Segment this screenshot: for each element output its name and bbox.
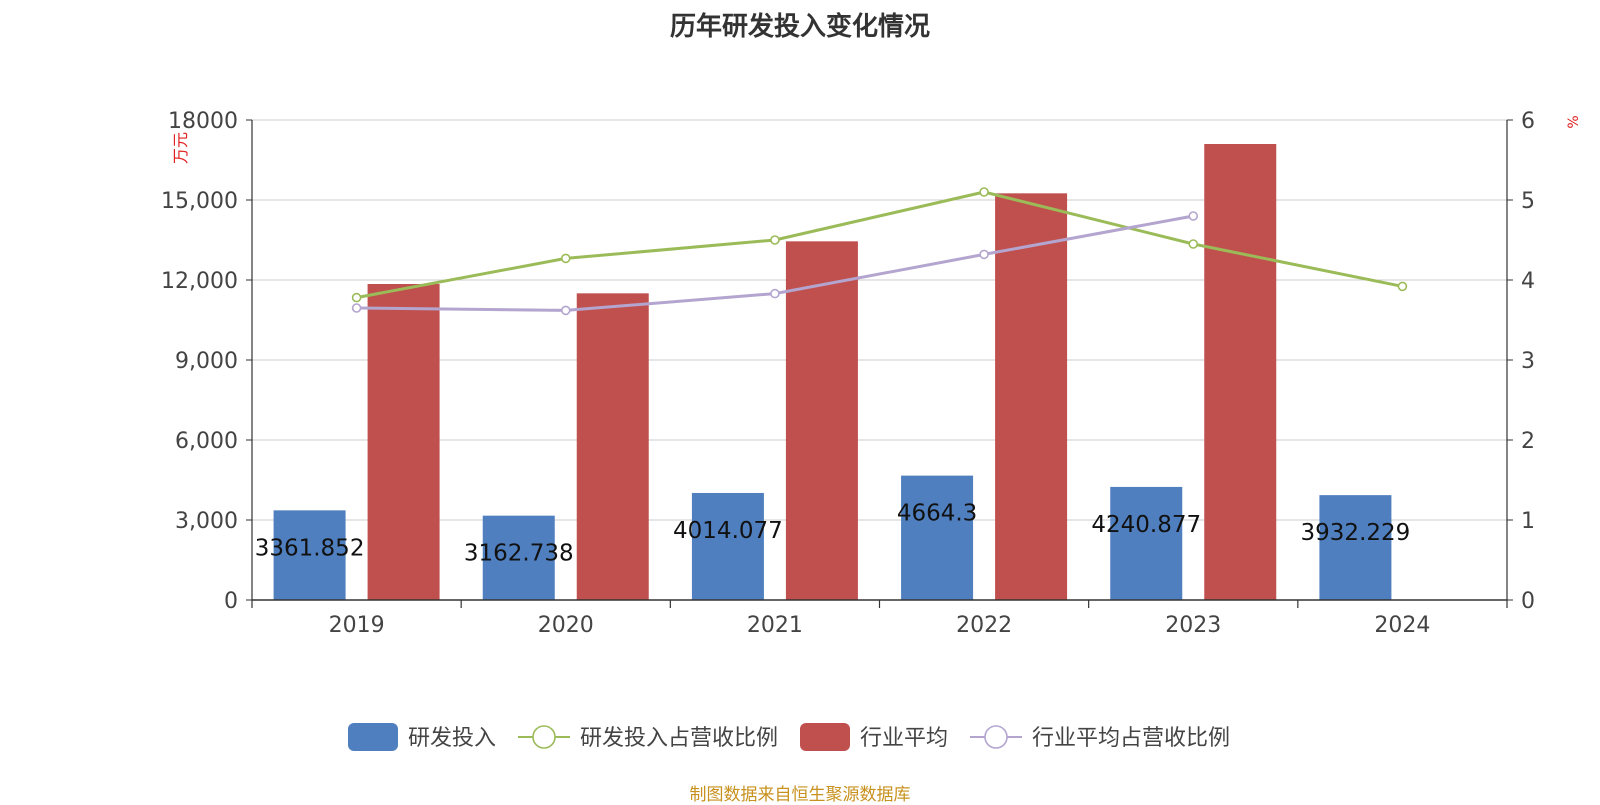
x-axis-tick-label: 2022 [956,613,1012,638]
bar-industry [995,193,1068,601]
x-axis-tick-label: 2021 [747,613,803,638]
x-axis-tick-label: 2024 [1374,613,1430,638]
right-axis-tick-label: 6 [1521,109,1535,134]
line-point [1188,211,1199,221]
line-point [1188,239,1199,249]
bar-layer [273,144,1392,601]
bar-industry [785,241,858,601]
legend-bar-swatch [800,723,850,751]
bar-rd [691,492,764,600]
x-axis-tick-label: 2019 [329,613,385,638]
bar-industry [367,284,440,600]
legend-label: 研发投入占营收比例 [580,726,778,751]
legend-item-1[interactable]: 研发投入占营收比例 [518,725,778,751]
right-axis-unit: % [1566,115,1582,128]
bar-industry [1204,144,1277,600]
legend-item-3[interactable]: 行业平均占营收比例 [970,725,1230,751]
line-point [979,187,989,197]
right-axis-tick-label: 1 [1521,509,1535,534]
line-point [560,305,571,316]
bar-industry [576,293,649,600]
legend-label: 行业平均 [860,726,948,751]
right-axis-tick-label: 4 [1521,269,1535,294]
legend-bar-swatch [348,723,398,751]
right-axis-tick-label: 2 [1521,429,1535,454]
axes: 0 3,000 6,000 9,000 12,000 15,000 18000 0 1 2 3 4 5 6… [161,109,1535,638]
left-axis-tick-label: 9,000 [175,349,238,374]
legend-item-2[interactable]: 行业平均 [800,723,948,751]
line-point [770,235,780,245]
x-axis-tick-label: 2020 [538,613,594,638]
data-labels: 3361.852 3162.738 4014.077 4664.3 4240.877 39… [255,501,1411,567]
right-axis-tick-label: 5 [1521,189,1535,214]
line-point [770,288,780,299]
bar-rd [273,510,346,600]
line-point [560,253,571,264]
grid-lines [252,119,1507,521]
x-axis-tick-label: 2023 [1165,613,1221,638]
bar-rd [901,475,974,600]
chart-title: 历年研发投入变化情况 [669,12,930,42]
left-axis-tick-label: 18000 [168,109,238,134]
data-source-note: 制图数据来自恒生聚源数据库 [689,785,911,805]
line-point [351,292,362,303]
legend-label: 行业平均占营收比例 [1032,726,1230,751]
left-axis-tick-label: 0 [224,589,238,614]
right-axis-tick-label: 0 [1521,589,1535,614]
line-point [351,303,362,313]
legend-item-0[interactable]: 研发投入 [348,723,496,751]
left-axis-tick-label: 6,000 [175,429,238,454]
left-axis-tick-label: 3,000 [175,509,238,534]
bar-rd [1319,495,1392,600]
line-point [979,249,989,260]
bar-rd [1110,486,1183,600]
bar-rd [482,515,555,600]
bar-data-label: 4240.877 [1091,512,1201,538]
legend[interactable]: 研发投入 研发投入占营收比例 行业平均 行业平均占营收比例 [348,723,1230,751]
bar-data-label: 3932.229 [1301,520,1411,546]
legend-label: 研发投入 [408,726,496,751]
left-axis-tick-label: 12,000 [161,269,238,294]
line-point [1397,281,1408,292]
left-axis-tick-label: 15,000 [161,189,238,214]
bar-data-label: 3361.852 [255,535,365,561]
line-series-0 [356,190,1403,300]
bar-data-label: 3162.738 [464,541,574,567]
line-layer [351,187,1408,316]
legend-line-marker [532,725,556,749]
legend-line-marker [984,725,1008,749]
bar-data-label: 4014.077 [673,518,783,544]
right-axis-tick-label: 3 [1521,349,1535,374]
left-axis-unit: 万元 [171,132,190,164]
bar-data-label: 4664.3 [897,501,977,527]
